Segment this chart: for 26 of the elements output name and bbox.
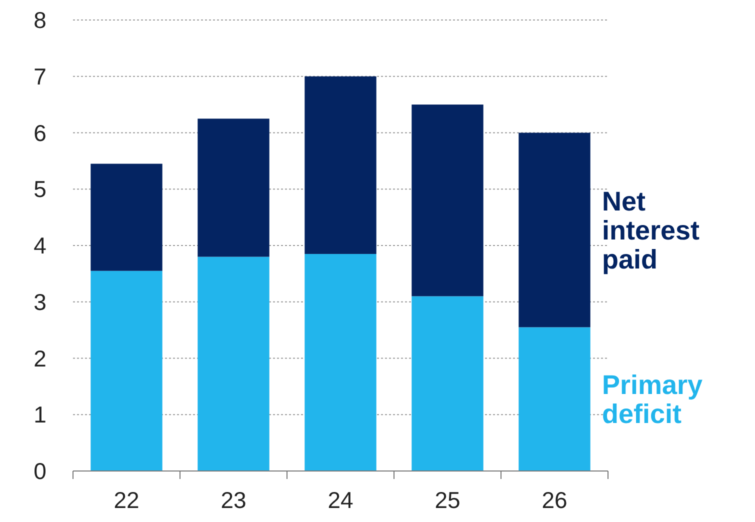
bar	[412, 104, 484, 296]
y-tick-label: 2	[34, 345, 46, 372]
series-label: Net interest paid	[602, 186, 700, 274]
bar	[304, 76, 376, 254]
y-tick-label: 7	[34, 63, 46, 90]
bar	[90, 164, 162, 271]
x-tick-label: 22	[114, 487, 140, 513]
bar	[304, 254, 376, 471]
bar	[518, 132, 590, 328]
bar	[198, 118, 270, 257]
series-label: Primary deficit	[602, 370, 703, 430]
bar	[198, 256, 270, 471]
bar	[412, 296, 484, 471]
x-tick-label: 23	[220, 487, 246, 513]
bar	[518, 327, 590, 471]
y-tick-label: 5	[34, 176, 46, 202]
y-tick-label: 1	[34, 402, 46, 428]
bar	[90, 270, 162, 471]
x-tick-label: 26	[542, 487, 568, 513]
y-tick-label: 6	[34, 120, 46, 146]
y-tick-label: 8	[34, 7, 46, 34]
y-tick-label: 4	[34, 232, 47, 259]
x-tick-label: 25	[434, 487, 460, 513]
y-tick-label: 0	[34, 458, 46, 484]
y-tick-label: 3	[34, 288, 46, 315]
x-tick-label: 24	[328, 487, 354, 513]
